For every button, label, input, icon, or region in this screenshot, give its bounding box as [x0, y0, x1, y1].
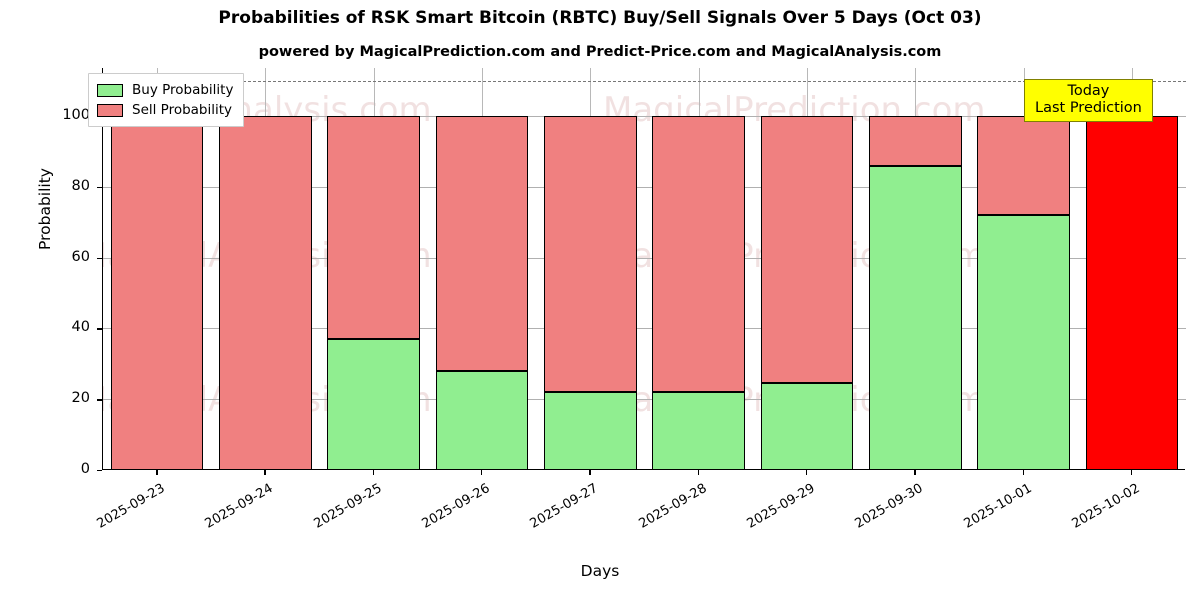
- legend-item-buy: Buy Probability: [97, 80, 233, 100]
- page-title: Probabilities of RSK Smart Bitcoin (RBTC…: [218, 8, 982, 28]
- x-tick-label: 2025-09-28: [636, 481, 710, 532]
- bar-segment-sell[interactable]: [544, 116, 637, 393]
- x-tick-mark: [372, 470, 375, 475]
- bar-group[interactable]: [1085, 116, 1179, 470]
- x-tick-mark: [1130, 470, 1133, 475]
- x-tick-label: 2025-10-02: [1069, 481, 1143, 532]
- x-tick-mark: [805, 470, 808, 475]
- bar-segment-buy[interactable]: [327, 339, 421, 470]
- x-tick-mark: [589, 470, 591, 475]
- x-tick-label: 2025-10-01: [961, 481, 1035, 532]
- bar-segment-today-sell[interactable]: [1085, 116, 1179, 470]
- x-tick-mark: [264, 470, 266, 475]
- today-annotation: Today Last Prediction: [1024, 79, 1153, 123]
- bar-series: [103, 68, 1186, 470]
- bar-group[interactable]: [544, 116, 637, 470]
- x-tick-mark: [481, 470, 483, 475]
- x-tick-label: 2025-09-27: [527, 481, 601, 532]
- bar-segment-buy[interactable]: [652, 392, 745, 470]
- bar-segment-sell[interactable]: [219, 116, 312, 470]
- bar-segment-sell[interactable]: [977, 116, 1070, 216]
- legend-label-sell: Sell Probability: [132, 102, 233, 118]
- bar-group[interactable]: [652, 116, 745, 470]
- x-tick-label: 2025-09-24: [202, 481, 276, 532]
- bar-segment-buy[interactable]: [868, 165, 962, 470]
- plot-area: MagicalAnalysis.com MagicalPrediction.com…: [102, 68, 1186, 470]
- y-tick-mark: [97, 328, 102, 330]
- bar-group[interactable]: [868, 116, 962, 470]
- bar-segment-buy[interactable]: [760, 383, 854, 470]
- bar-group[interactable]: [977, 116, 1070, 470]
- x-tick-label: 2025-09-23: [94, 481, 168, 532]
- x-tick-mark: [156, 470, 158, 475]
- bar-segment-sell[interactable]: [868, 116, 962, 166]
- y-tick-label: 20: [71, 390, 90, 407]
- bar-segment-sell[interactable]: [652, 116, 745, 393]
- bar-group[interactable]: [110, 116, 204, 470]
- bar-segment-sell[interactable]: [435, 116, 529, 371]
- bar-group[interactable]: [327, 116, 421, 470]
- y-tick-label: 60: [71, 248, 90, 265]
- bar-segment-buy[interactable]: [544, 392, 637, 470]
- x-tick-mark: [1022, 470, 1024, 475]
- y-tick-label: 0: [80, 461, 90, 477]
- x-tick-mark: [697, 470, 700, 475]
- legend-swatch-buy-icon: [97, 83, 123, 97]
- y-tick-mark: [97, 470, 102, 472]
- today-annotation-line2: Last Prediction: [1035, 100, 1142, 117]
- y-tick-mark: [97, 399, 102, 401]
- x-tick-mark: [914, 470, 916, 475]
- legend: Buy Probability Sell Probability: [88, 73, 245, 127]
- legend-item-sell: Sell Probability: [97, 100, 233, 120]
- legend-swatch-sell-icon: [97, 103, 123, 117]
- x-tick-label: 2025-09-29: [744, 481, 818, 532]
- y-tick-label: 80: [71, 177, 90, 194]
- legend-label-buy: Buy Probability: [132, 82, 234, 98]
- bar-group[interactable]: [435, 116, 529, 470]
- today-annotation-line1: Today: [1067, 83, 1110, 99]
- bar-segment-sell[interactable]: [327, 116, 421, 340]
- bar-segment-sell[interactable]: [760, 116, 854, 384]
- x-tick-label: 2025-09-26: [419, 481, 493, 532]
- bar-group[interactable]: [760, 116, 854, 470]
- bar-group[interactable]: [219, 116, 312, 470]
- y-tick-mark: [97, 257, 102, 260]
- x-tick-label: 2025-09-30: [852, 481, 926, 532]
- y-axis-label: Probability: [36, 168, 54, 250]
- y-tick-label: 40: [71, 319, 90, 336]
- x-axis-label: Days: [580, 562, 620, 580]
- y-tick-label: 100: [62, 107, 90, 124]
- y-tick-mark: [97, 186, 102, 189]
- bar-segment-buy[interactable]: [977, 215, 1070, 470]
- x-tick-label: 2025-09-25: [311, 481, 385, 532]
- chart-subtitle: powered by MagicalPrediction.com and Pre…: [258, 44, 942, 60]
- bar-segment-buy[interactable]: [435, 370, 529, 470]
- bar-segment-sell[interactable]: [110, 116, 204, 470]
